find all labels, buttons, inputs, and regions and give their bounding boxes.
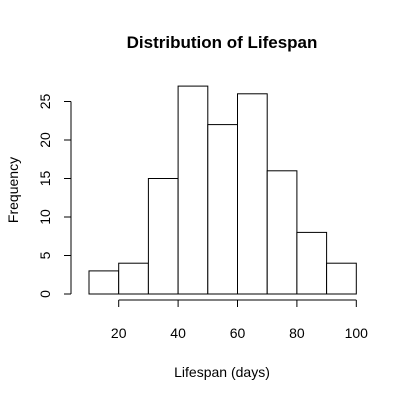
y-tick-label: 5 — [37, 251, 53, 259]
histogram-bar — [207, 124, 239, 295]
histogram-bar — [88, 270, 120, 295]
y-tick-label: 25 — [37, 94, 53, 110]
bars-group — [88, 85, 357, 295]
histogram-bar — [296, 231, 328, 295]
histogram-bar — [266, 170, 298, 295]
y-axis-label: Frequency — [5, 157, 21, 223]
histogram-bar — [237, 93, 268, 295]
chart-title: Distribution of Lifespan — [127, 33, 318, 52]
x-tick-label: 80 — [289, 325, 305, 341]
histogram-bar — [177, 85, 209, 295]
x-tick-label: 100 — [345, 325, 369, 341]
x-tick-label: 40 — [170, 325, 186, 341]
histogram-bar — [326, 262, 357, 295]
x-axis: 20 40 60 80 100 — [111, 299, 369, 341]
histogram-bar — [118, 262, 149, 295]
y-tick-label: 0 — [37, 290, 53, 298]
y-axis: 0 5 10 15 20 25 — [37, 94, 72, 298]
histogram-bar — [147, 178, 179, 295]
y-tick-label: 20 — [37, 132, 53, 148]
y-tick-label: 15 — [37, 171, 53, 187]
x-axis-label: Lifespan (days) — [174, 364, 270, 380]
y-tick-label: 10 — [37, 209, 53, 225]
x-tick-label: 20 — [111, 325, 127, 341]
x-tick-label: 60 — [230, 325, 246, 341]
